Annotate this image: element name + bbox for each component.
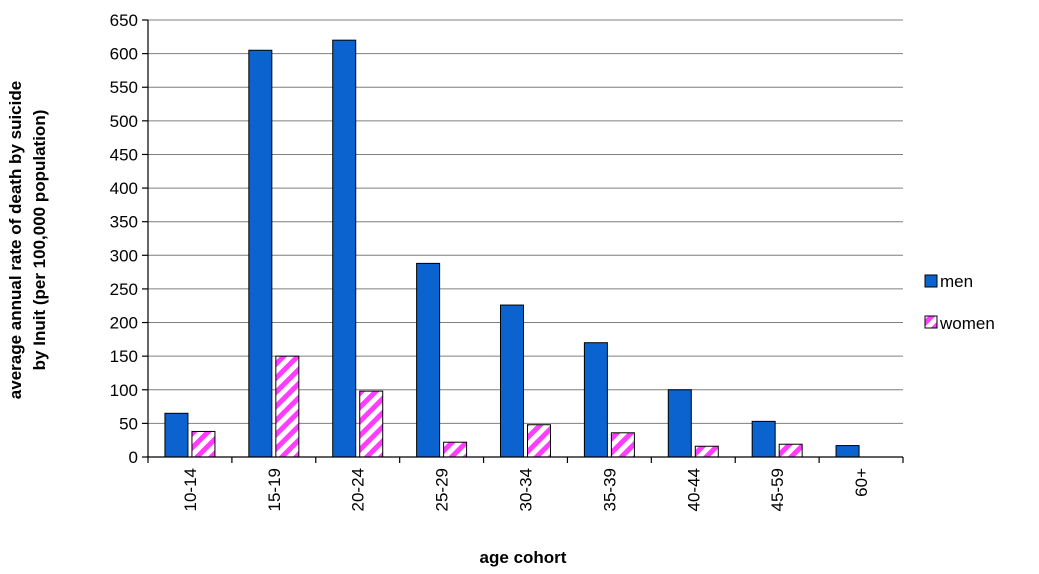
bar-women-35-39: [610, 432, 635, 458]
x-tick-label: 10-14: [181, 468, 200, 511]
bar-men-25-29: [416, 262, 441, 458]
legend: men women: [924, 272, 995, 333]
bar-women-30-34: [527, 424, 551, 458]
x-tick-label: 20-24: [349, 468, 368, 511]
bar-women-25-29: [443, 441, 468, 458]
bar-men-60+: [835, 445, 860, 458]
y-axis-title-line-2: by Inuit (per 100,000 population): [30, 110, 49, 371]
bar-men-10-14: [164, 412, 189, 458]
y-tick-label: 200: [110, 314, 138, 333]
bar-women-40-44: [694, 445, 719, 458]
bars: [164, 39, 860, 458]
x-tick-label: 45-59: [768, 468, 787, 511]
legend-swatch-women: [924, 315, 938, 329]
x-tick-label: 40-44: [684, 468, 703, 511]
y-tick-label: 50: [119, 414, 138, 433]
legend-label-men: men: [940, 272, 973, 291]
y-tick-label: 450: [110, 145, 138, 164]
gridlines: [148, 19, 903, 424]
y-tick-label: 150: [110, 347, 138, 366]
y-tick-label: 400: [110, 179, 138, 198]
x-tick-label: 35-39: [600, 468, 619, 511]
y-tick-label: 650: [110, 11, 138, 30]
y-tick-label: 500: [110, 112, 138, 131]
y-tick-label: 350: [110, 213, 138, 232]
bar-women-15-19: [275, 355, 300, 458]
x-tick-label: 60+: [852, 468, 871, 497]
y-tick-label: 600: [110, 45, 138, 64]
axes: [142, 19, 904, 463]
y-tick-label: 550: [110, 78, 138, 97]
bar-men-35-39: [583, 342, 608, 458]
x-axis-title: age cohort: [480, 548, 567, 567]
bar-women-45-59: [778, 443, 803, 458]
legend-label-women: women: [939, 314, 995, 333]
y-tick-label: 250: [110, 280, 138, 299]
y-tick-label: 100: [110, 381, 138, 400]
x-tick-labels: 10-14 15-19 20-24 25-29 30-34 35-39 40-44 45-59…: [181, 468, 871, 512]
x-tick-label: 25-29: [433, 468, 452, 511]
y-tick-labels: 0 50 100 150 200 250 300 350 400 450 500 550 600 650: [110, 11, 138, 467]
y-axis-title-line-1: average annual rate of death by suicide: [6, 81, 25, 399]
bar-men-45-59: [751, 420, 776, 458]
y-tick-label: 0: [129, 448, 138, 467]
legend-swatch-men: [924, 274, 938, 288]
bar-men-15-19: [248, 49, 273, 458]
y-tick-label: 300: [110, 246, 138, 265]
x-tick-label: 30-34: [517, 468, 536, 511]
bar-men-20-24: [332, 39, 357, 458]
bar-women-20-24: [359, 390, 384, 458]
bar-men-30-34: [500, 304, 524, 458]
bar-men-40-44: [667, 389, 692, 458]
x-tick-label: 15-19: [265, 468, 284, 511]
bar-women-10-14: [191, 430, 216, 458]
